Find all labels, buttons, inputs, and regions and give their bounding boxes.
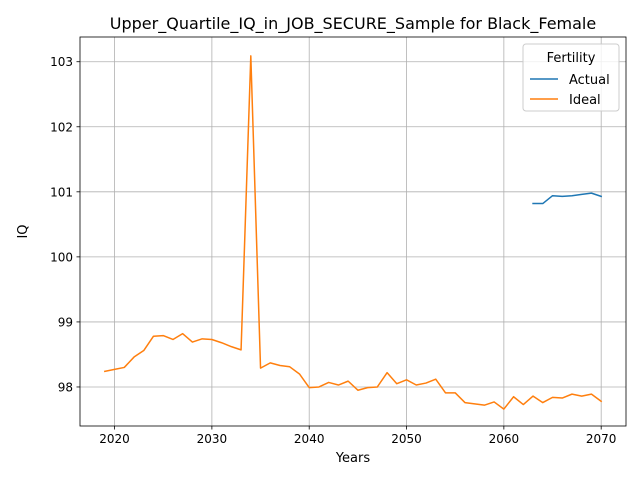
y-tick-label: 103 bbox=[50, 55, 73, 69]
y-tick-label: 98 bbox=[58, 380, 73, 394]
legend-label-ideal: Ideal bbox=[569, 93, 601, 108]
x-tick-label: 2060 bbox=[489, 432, 520, 446]
legend-label-actual: Actual bbox=[569, 73, 610, 88]
y-tick-label: 100 bbox=[50, 250, 73, 264]
x-tick-label: 2040 bbox=[294, 432, 325, 446]
legend-frame bbox=[522, 43, 620, 112]
x-axis-label: Years bbox=[335, 451, 371, 466]
plot-area-frame bbox=[79, 36, 627, 427]
x-tick-label: 2020 bbox=[99, 432, 130, 446]
y-tick-label: 99 bbox=[58, 315, 73, 329]
legend: Fertility Actual Ideal bbox=[522, 43, 620, 112]
series-line-actual bbox=[532, 192, 603, 205]
y-tick-label: 101 bbox=[50, 185, 73, 199]
x-tick-label: 2030 bbox=[197, 432, 228, 446]
x-tick-label: 2050 bbox=[391, 432, 422, 446]
series-line-ideal bbox=[103, 55, 603, 410]
series-layer bbox=[103, 55, 603, 410]
y-tick-label: 102 bbox=[50, 120, 73, 134]
x-tick-label: 2070 bbox=[586, 432, 617, 446]
tick-layer: 2020 2030 2040 2050 2060 2070 98 99 100 101 102 103 bbox=[50, 55, 616, 446]
y-axis-label: IQ bbox=[16, 224, 31, 238]
chart-title: Upper_Quartile_IQ_in_JOB_SECURE_Sample f… bbox=[110, 14, 596, 34]
legend-title: Fertility bbox=[547, 51, 596, 66]
